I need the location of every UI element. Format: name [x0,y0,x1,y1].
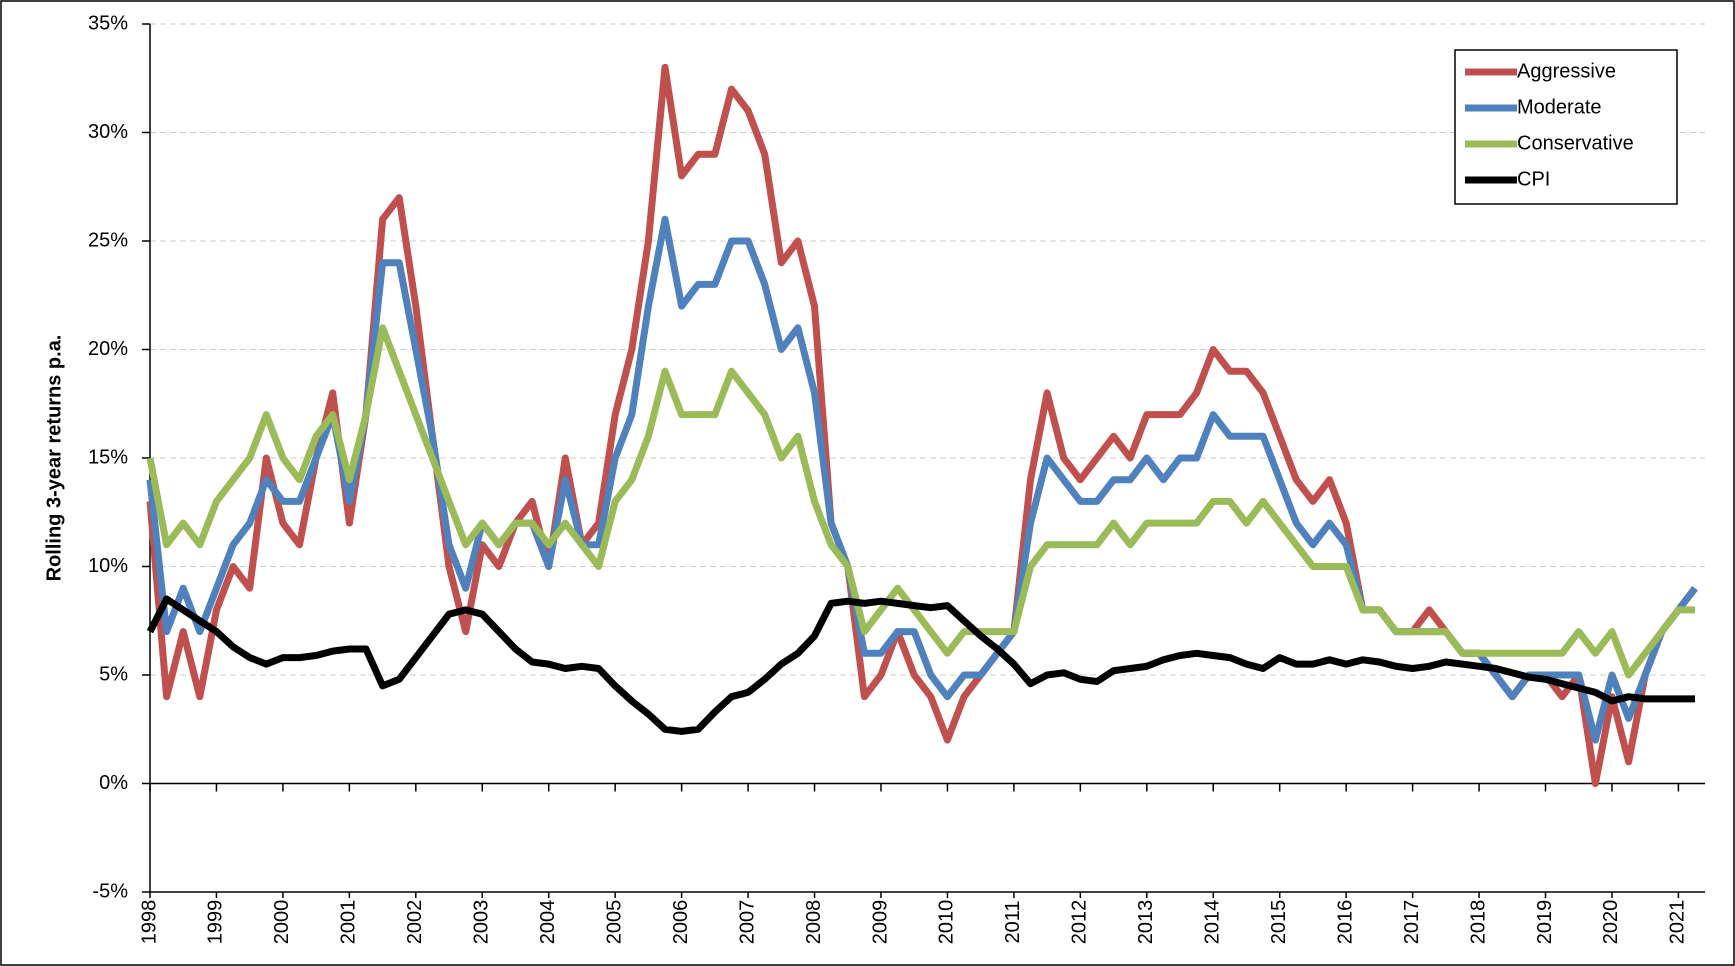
y-axis-label: Rolling 3-year returns p.a. [43,335,65,582]
y-tick-label: -5% [92,880,128,902]
series-line [146,595,1695,735]
y-tick-label: 25% [88,229,128,251]
y-tick-label: 30% [88,121,128,143]
x-tick-label: 2001 [338,900,360,945]
legend-label: Aggressive [1517,60,1616,82]
y-tick-label: 15% [88,446,128,468]
y-tick-label: 5% [99,663,128,685]
x-tick-label: 2018 [1467,900,1489,945]
x-tick-label: 2017 [1401,900,1423,945]
legend-label: CPI [1517,168,1550,190]
x-tick-label: 2002 [404,900,426,945]
x-tick-label: 2021 [1667,900,1689,945]
x-tick-label: 2005 [603,900,625,945]
x-tick-label: 2012 [1069,900,1091,945]
series-line [146,324,1695,679]
x-tick-label: 2013 [1135,900,1157,945]
series-line [146,63,1698,787]
x-tick-label: 2020 [1600,900,1622,945]
legend-label: Moderate [1517,96,1602,118]
x-tick-label: 2004 [537,900,559,945]
x-tick-label: 2000 [271,900,293,945]
x-tick-label: 2011 [1002,900,1024,943]
x-tick-label: 2016 [1334,900,1356,945]
x-tick-label: 1999 [205,900,227,945]
x-tick-label: 2015 [1268,900,1290,945]
x-tick-label: 2010 [936,900,958,945]
y-tick-label: 10% [88,555,128,577]
legend-label: Conservative [1517,132,1634,154]
x-tick-label: 2014 [1202,900,1224,945]
y-tick-label: 35% [88,12,128,34]
x-tick-label: 2006 [670,900,692,945]
x-tick-label: 2009 [869,900,891,945]
y-tick-label: 0% [99,772,128,794]
x-tick-label: 2003 [471,900,493,945]
x-tick-label: 2008 [803,900,825,945]
x-tick-label: 1998 [138,900,160,945]
y-tick-label: 20% [88,338,128,360]
x-tick-label: 2007 [736,900,758,945]
x-tick-label: 2019 [1534,900,1556,945]
